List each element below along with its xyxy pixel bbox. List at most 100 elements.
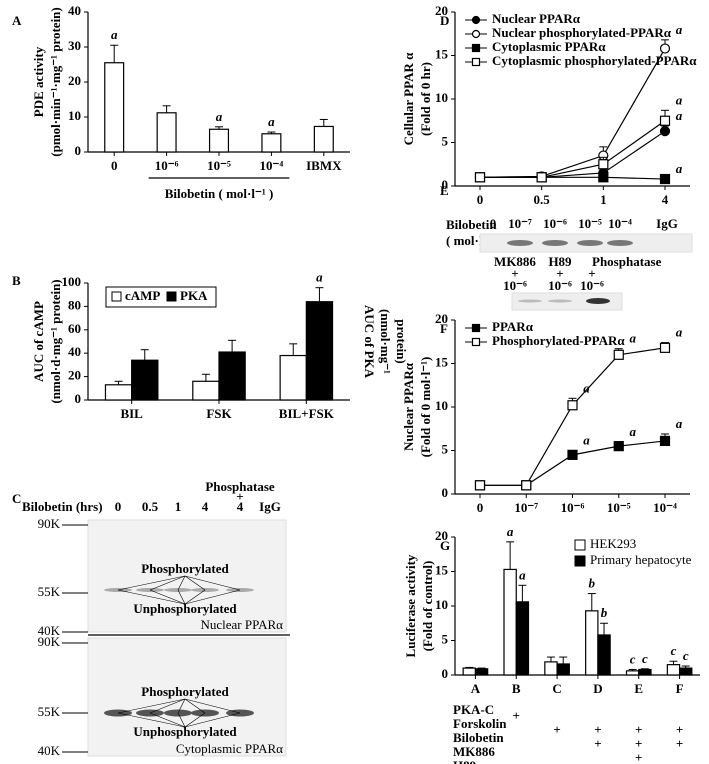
annotation: a [216,109,223,124]
lane-label: 0 [115,499,122,514]
treatment-mark: + [635,736,642,751]
band-pointer [117,712,186,728]
point [536,172,547,183]
inhibitor-label: 10⁻⁶ [580,278,604,293]
mw-marker: 40K [38,623,61,638]
inhibitor-label: + [511,266,518,281]
panel-letter: B [12,273,21,288]
inhibitor-label: 10⁻⁶ [503,278,527,293]
line [480,120,666,178]
line [480,347,666,486]
x-tick-label: FSK [206,406,232,421]
y-axis-label: PDE activity [31,46,46,117]
legend-label: Primary hepatocyte [590,552,692,567]
blot-band [507,240,533,246]
annotation: a [676,161,683,176]
x-tick-label: 10⁻⁷ [514,500,538,515]
lane-label: 1 [175,499,182,514]
bar [313,125,334,153]
mw-marker: 40K [38,743,61,758]
bar [515,601,530,676]
annotation: a [519,567,526,582]
x-tick-label: 1 [600,192,607,207]
x-tick-label: 0 [111,158,118,173]
band-pointer [177,575,186,591]
inhibitor-label: Phosphatase [592,254,662,269]
y-tick-label: 20 [435,528,448,543]
band-label: Unphosphorylated [133,601,237,616]
y-tick-label: 0 [75,391,82,406]
lane-label: 0 [490,216,497,231]
x-tick-label: 4 [662,192,669,207]
mw-marker: 90K [38,634,61,649]
x-tick-label: 0.5 [534,192,551,207]
inhibitor-label: + [556,266,563,281]
band-pointer [184,575,241,591]
point [521,480,532,491]
y-axis-label: (pmol·min⁻¹·mg⁻¹ protein) [48,7,63,156]
blot-caption: Cytoplasmic PPARα [176,741,283,756]
bar [305,301,334,401]
lane-label: IgG [656,216,678,231]
x-tick-label: A [471,681,481,696]
x-tick-label: 10⁻⁵ [607,500,631,515]
treatment-name: PKA-C [453,702,494,717]
x-tick-label: BIL+FSK [279,406,335,421]
blot-image [87,637,287,757]
legend-label: Cytoplasmic phosphorylated-PPARα [492,53,697,68]
mw-marker: 55K [38,704,61,719]
band-pointer [184,698,241,714]
band-pointer [177,698,186,714]
bar [279,354,307,401]
y-tick-label: 40 [68,3,81,18]
annotation: a [676,416,683,431]
bar [678,667,693,676]
band-pointer [117,698,186,714]
legend-label: Nuclear PPARα [492,11,581,26]
y-tick-label: 15 [435,562,449,577]
legend-swatch [574,555,586,567]
legend-label: Cytoplasmic PPARα [492,39,606,54]
lane-label: 4 [202,499,209,514]
annotation: a [268,114,275,129]
y-tick-label: 40 [68,344,81,359]
y-tick-label: 60 [68,321,81,336]
annotation: c [671,643,677,658]
blot-band [518,299,542,303]
point [567,400,578,411]
band-pointer [117,575,186,591]
y-tick-label: 10 [435,597,448,612]
annotation: c [642,651,648,666]
point [598,172,609,183]
treatment-mark: + [513,708,520,723]
y-axis-label: (nmol·d·mg⁻¹ protein) [48,279,63,403]
point [659,126,671,137]
inhibitor-label: MK886 [494,254,536,269]
treatment-mark: + [553,722,560,737]
annotation: a [583,380,590,395]
y-axis-label: Luciferase activity [403,554,418,657]
bar [104,62,125,153]
blot-band [577,240,603,246]
band-pointer [184,712,206,728]
band-pointer [184,575,206,591]
y-axis-label: AUC of cAMP [31,301,46,382]
annotation: a [676,22,683,37]
blot-band [607,240,633,246]
legend-label: PKA [180,288,208,303]
point [659,435,671,447]
point [613,441,624,452]
band-label: Phosphorylated [141,561,229,576]
x-tick-label: B [512,681,521,696]
y-tick-label: 15 [435,354,449,369]
annotation: a [316,270,323,285]
band-pointer [149,712,186,728]
legend-frame [105,286,217,308]
bar [131,359,159,401]
blot-caption: Nuclear PPARα [200,617,283,632]
lane-label: 10⁻⁶ [543,216,567,231]
band-pointer [149,698,186,714]
point [659,115,671,126]
annotation: a [507,524,514,539]
